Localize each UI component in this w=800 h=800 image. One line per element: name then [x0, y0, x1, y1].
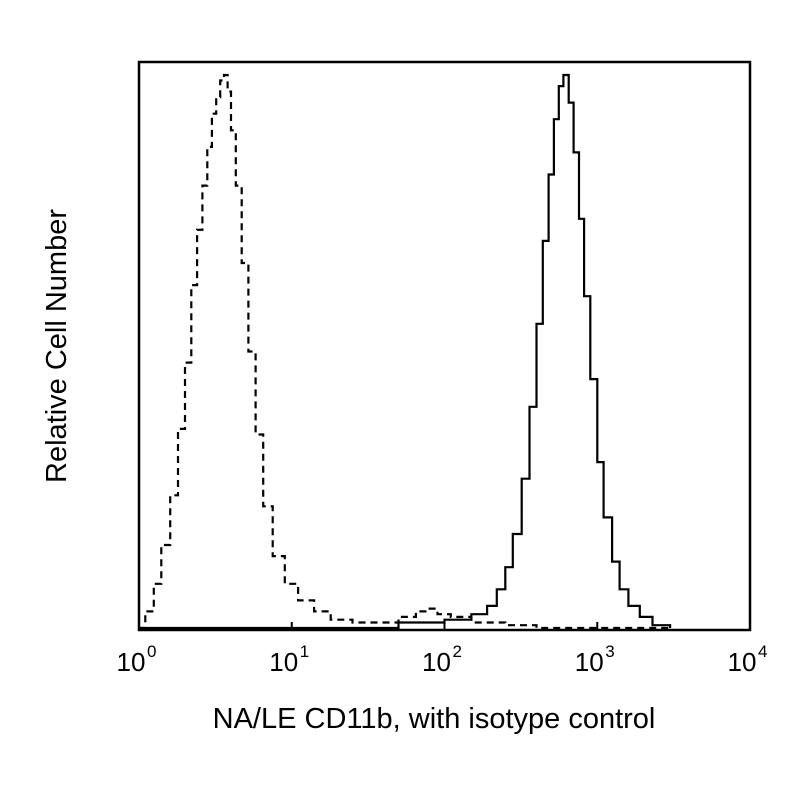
x-axis-ticks: 10 0 10 1 10 2 10 3 10 4: [117, 622, 767, 677]
histogram-line-dashed: [139, 73, 671, 630]
histogram-line-solid: [139, 73, 672, 630]
series-layer: [139, 73, 672, 630]
x-tick-label: 10: [269, 647, 298, 677]
x-tick-exponent: 1: [300, 642, 309, 661]
x-tick-exponent: 0: [147, 642, 156, 661]
x-tick-label: 10: [117, 647, 146, 677]
x-axis-title: NA/LE CD11b, with isotype control: [213, 703, 656, 735]
x-tick-exponent: 2: [453, 642, 462, 661]
y-axis-title: Relative Cell Number: [41, 209, 73, 483]
x-tick-label: 10: [575, 647, 604, 677]
x-tick-exponent: 3: [605, 642, 614, 661]
plot-frame: [137, 60, 752, 632]
x-tick-label: 10: [422, 647, 451, 677]
x-tick-label: 10: [728, 647, 757, 677]
x-tick-exponent: 4: [758, 642, 767, 661]
